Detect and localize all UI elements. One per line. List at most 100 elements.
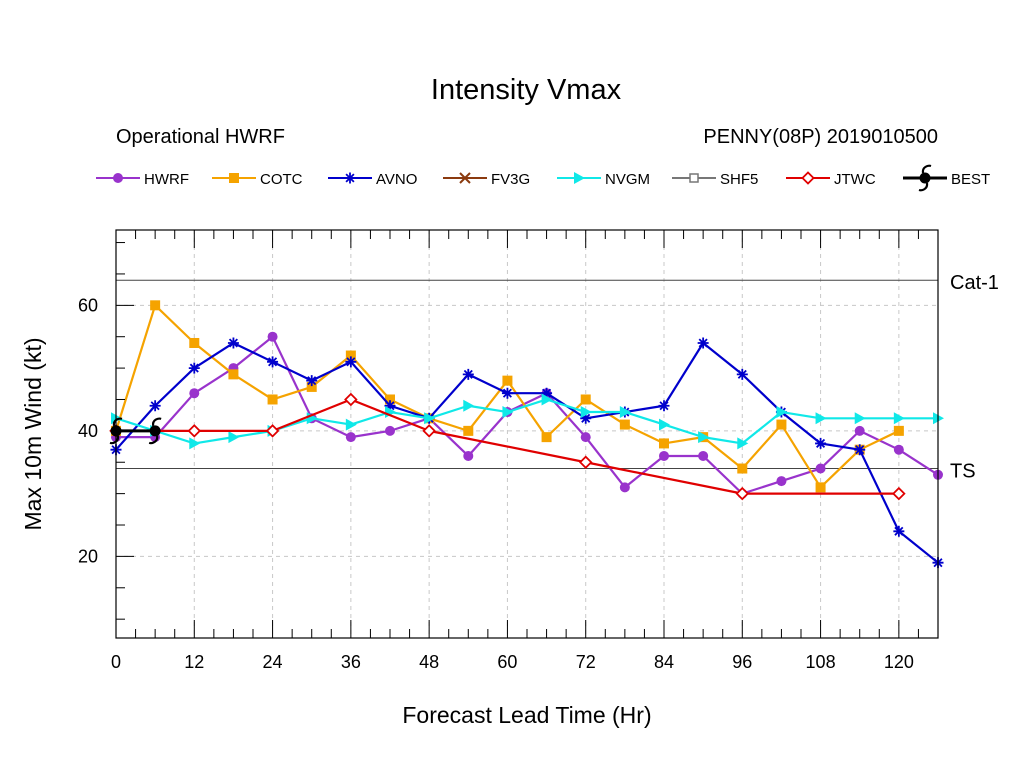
x-tick-label: 0 [111, 652, 121, 672]
legend-marker-avno [344, 172, 356, 184]
data-point-hwrf [385, 425, 395, 436]
axes: 0 12 24 36 48 60 72 84 96 108 120 20 40 60 [78, 229, 939, 672]
data-point-hwrf [893, 444, 904, 455]
y-tick-label: 60 [78, 295, 98, 315]
legend-label: AVNO [376, 171, 417, 188]
legend-item-avno: AVNO [328, 171, 417, 188]
legend-label: NVGM [605, 171, 650, 188]
data-point-hwrf [267, 331, 278, 342]
data-point-hwrf [854, 425, 865, 436]
data-point-nvgm [698, 431, 710, 444]
data-point-cotc [150, 300, 161, 311]
x-tick-label: 108 [806, 652, 836, 672]
data-point-cotc [737, 463, 748, 474]
data-point-hwrf [345, 432, 356, 443]
data-point-cotc [189, 337, 200, 348]
legend-item-hwrf: HWRF [96, 171, 189, 188]
reference-label: TS [950, 461, 976, 483]
legend-label: COTC [260, 171, 303, 188]
x-tick-label: 84 [654, 652, 674, 672]
data-point-cotc [815, 482, 826, 493]
legend-marker-best [918, 164, 932, 192]
data-point-avno [736, 368, 748, 380]
x-tick-label: 120 [884, 652, 914, 672]
data-point-jtwc [735, 486, 750, 501]
data-point-nvgm [737, 437, 749, 450]
data-point-cotc [463, 425, 474, 436]
data-point-avno [345, 356, 357, 368]
data-point-nvgm [619, 406, 631, 419]
data-point-avno [541, 387, 553, 399]
x-tick-label: 36 [341, 652, 361, 672]
data-point-nvgm [776, 406, 788, 419]
legend-marker-nvgm [574, 172, 585, 184]
data-point-cotc [345, 350, 356, 361]
data-point-jtwc [187, 424, 202, 438]
data-point-jtwc [892, 486, 906, 501]
data-point-hwrf [698, 450, 709, 461]
series-line-avno [115, 341, 939, 564]
data-point-cotc [776, 419, 787, 430]
legend-item-best: BEST [903, 164, 990, 192]
subtitle-right: PENNY(08P) 2019010500 [703, 126, 938, 148]
data-point-cotc [267, 394, 278, 405]
legend-label: HWRF [144, 171, 189, 188]
data-point-nvgm [815, 412, 827, 425]
legend-marker-hwrf [113, 173, 123, 183]
reference-label: Cat-1 [950, 272, 999, 294]
plot-frame [115, 229, 939, 639]
legend-item-shf5: SHF5 [672, 171, 758, 188]
legend-item-jtwc: JTWC [786, 171, 876, 188]
data-point-avno [384, 400, 396, 412]
data-point-hwrf [463, 450, 474, 461]
data-point-avno [306, 375, 318, 387]
x-tick-label: 96 [732, 652, 752, 672]
y-axis-label: Max 10m Wind (kt) [20, 338, 46, 531]
y-tick-label: 40 [78, 421, 98, 441]
legend-marker-jtwc [801, 171, 815, 185]
x-tick-label: 60 [497, 652, 517, 672]
data-point-cotc [619, 419, 630, 430]
legend-item-nvgm: NVGM [557, 171, 650, 188]
data-point-cotc [385, 394, 395, 405]
data-point-hwrf [619, 482, 630, 493]
data-point-avno [149, 400, 161, 412]
series-jtwc [109, 392, 906, 501]
data-point-jtwc [265, 424, 280, 438]
legend: HWRF COTC AVNO FV3G NVGM SHF5 JTWC BEST [96, 164, 990, 192]
data-point-best [148, 417, 162, 445]
data-point-jtwc [578, 455, 593, 470]
data-point-hwrf [815, 463, 826, 474]
data-point-cotc [659, 438, 669, 449]
data-point-cotc [541, 432, 552, 443]
data-point-cotc [306, 381, 317, 392]
legend-item-cotc: COTC [212, 171, 303, 188]
reference-lines: Cat-1 TS [116, 272, 999, 483]
data-point-nvgm [541, 393, 553, 406]
data-point-avno [893, 525, 905, 537]
data-point-avno [267, 356, 279, 368]
legend-marker-shf5 [689, 173, 699, 183]
data-point-nvgm [228, 431, 240, 444]
data-point-nvgm [424, 412, 436, 425]
series-line-hwrf [116, 335, 939, 495]
data-point-hwrf [659, 450, 669, 461]
series-line-nvgm [115, 398, 938, 445]
data-point-nvgm [189, 437, 201, 450]
subtitle-left: Operational HWRF [116, 126, 285, 148]
series-nvgm [111, 393, 944, 450]
data-point-avno [227, 337, 239, 349]
series-best [109, 417, 162, 445]
data-point-avno [854, 444, 866, 456]
data-point-cotc [580, 394, 591, 405]
legend-marker-cotc [229, 173, 239, 183]
legend-label: JTWC [834, 171, 876, 188]
data-point-cotc [228, 369, 239, 380]
data-point-nvgm [580, 406, 592, 419]
data-point-cotc [893, 425, 904, 436]
x-tick-label: 12 [184, 652, 204, 672]
data-point-avno [462, 368, 474, 380]
chart-title: Intensity Vmax [431, 74, 622, 106]
data-point-avno [188, 362, 200, 374]
